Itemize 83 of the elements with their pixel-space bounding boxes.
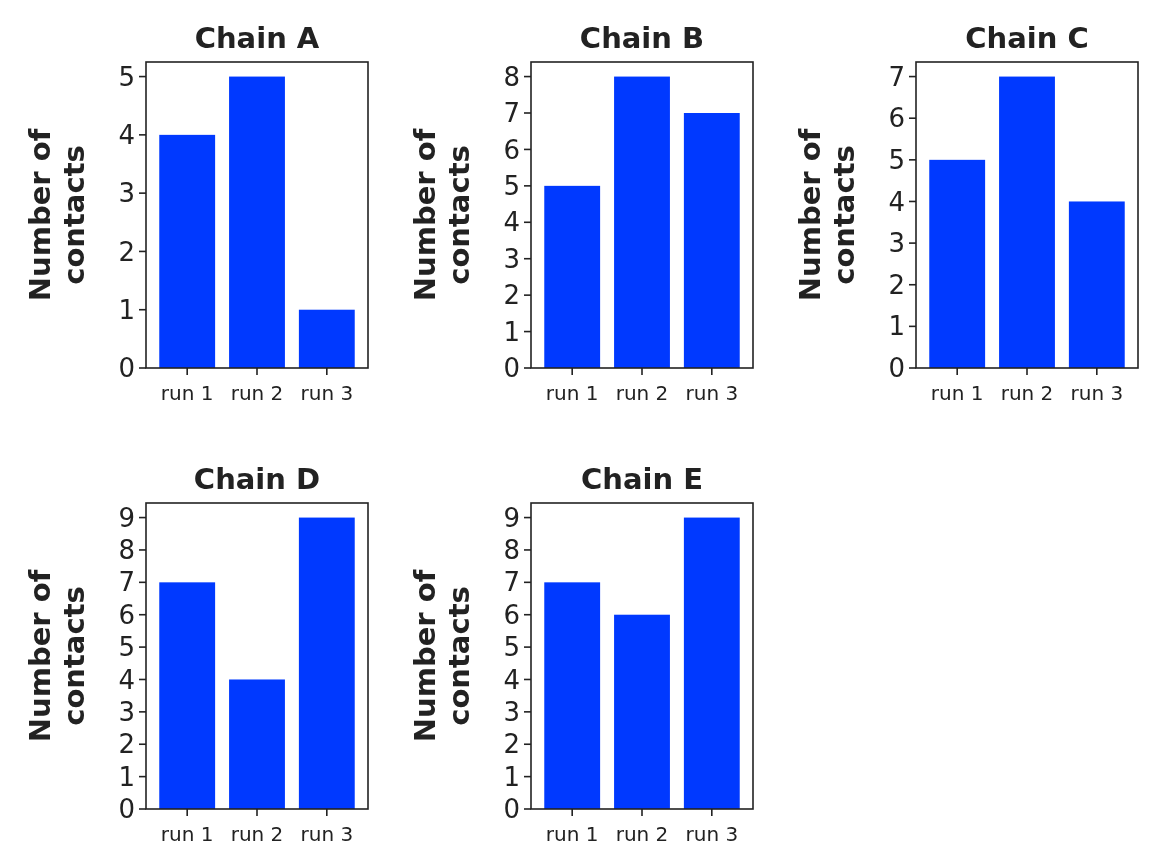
y-tick-label: 1 [503, 761, 520, 792]
chart-title: Chain A [194, 21, 320, 55]
y-tick-label: 9 [118, 502, 135, 533]
chart-title: Chain E [581, 462, 703, 496]
bar [159, 134, 216, 368]
x-tick-label: run 2 [615, 381, 669, 405]
chart-title: Chain C [965, 21, 1089, 55]
bar [229, 76, 285, 368]
chart-title: Chain B [579, 21, 705, 55]
y-axis-title: Number of contacts [408, 569, 476, 743]
y-tick-label: 1 [118, 761, 135, 792]
bar [614, 614, 670, 809]
x-tick-label: run 3 [685, 822, 739, 846]
y-tick-label: 2 [503, 280, 520, 311]
x-tick-label: run 1 [545, 381, 599, 405]
y-tick-label: 0 [118, 353, 135, 384]
bar [999, 76, 1055, 368]
y-tick-label: 4 [118, 119, 135, 150]
x-tick-label: run 2 [1000, 381, 1054, 405]
y-tick-label: 6 [503, 599, 520, 630]
y-tick-label: 4 [888, 186, 905, 217]
x-tick-label: run 2 [230, 822, 284, 846]
y-tick-label: 0 [118, 794, 135, 825]
x-tick-label: run 3 [1070, 381, 1124, 405]
x-tick-label: run 1 [160, 381, 214, 405]
bar [229, 679, 285, 809]
x-tick-label: run 1 [545, 822, 599, 846]
y-tick-label: 0 [503, 794, 520, 825]
bar [614, 76, 670, 368]
y-tick-label: 6 [888, 103, 905, 134]
y-axis-title: Number of contacts [23, 128, 91, 302]
y-axis-title: Number of contacts [793, 128, 861, 302]
y-tick-label: 5 [888, 144, 905, 175]
y-tick-label: 6 [118, 599, 135, 630]
y-axis-title: Number of contacts [23, 569, 91, 743]
y-axis-title: Number of contacts [408, 128, 476, 302]
bar [544, 582, 601, 809]
y-tick-label: 8 [503, 61, 520, 92]
chart-title: Chain D [193, 462, 321, 496]
x-tick-label: run 3 [685, 381, 739, 405]
bar [298, 309, 355, 368]
y-tick-label: 2 [118, 236, 135, 267]
x-tick-label: run 1 [930, 381, 984, 405]
x-tick-label: run 3 [300, 381, 354, 405]
y-tick-label: 5 [118, 632, 135, 663]
y-tick-label: 0 [888, 353, 905, 384]
bar [683, 113, 740, 368]
y-tick-label: 0 [503, 353, 520, 384]
y-tick-label: 1 [503, 316, 520, 347]
y-tick-label: 7 [888, 61, 905, 92]
y-tick-label: 3 [118, 178, 135, 209]
x-tick-label: run 1 [160, 822, 214, 846]
bar [298, 517, 355, 809]
y-tick-label: 2 [118, 729, 135, 760]
y-tick-label: 1 [118, 294, 135, 325]
y-tick-label: 3 [118, 696, 135, 727]
y-tick-label: 4 [503, 207, 520, 238]
y-tick-label: 7 [118, 567, 135, 598]
y-tick-label: 3 [503, 243, 520, 274]
y-tick-label: 3 [503, 696, 520, 727]
y-tick-label: 8 [503, 535, 520, 566]
y-tick-label: 7 [503, 98, 520, 129]
y-tick-label: 5 [503, 632, 520, 663]
y-tick-label: 4 [503, 664, 520, 695]
bar [929, 159, 986, 368]
bar [159, 582, 216, 809]
y-tick-label: 1 [888, 311, 905, 342]
bar [683, 517, 740, 809]
y-tick-label: 4 [118, 664, 135, 695]
y-tick-label: 5 [118, 61, 135, 92]
x-tick-label: run 3 [300, 822, 354, 846]
y-tick-label: 2 [503, 729, 520, 760]
y-tick-label: 9 [503, 502, 520, 533]
bar [1068, 201, 1125, 368]
x-tick-label: run 2 [230, 381, 284, 405]
y-tick-label: 3 [888, 228, 905, 259]
y-tick-label: 2 [888, 269, 905, 300]
x-tick-label: run 2 [615, 822, 669, 846]
y-tick-label: 5 [503, 170, 520, 201]
y-tick-label: 7 [503, 567, 520, 598]
y-tick-label: 8 [118, 535, 135, 566]
bar [544, 185, 601, 368]
y-tick-label: 6 [503, 134, 520, 165]
